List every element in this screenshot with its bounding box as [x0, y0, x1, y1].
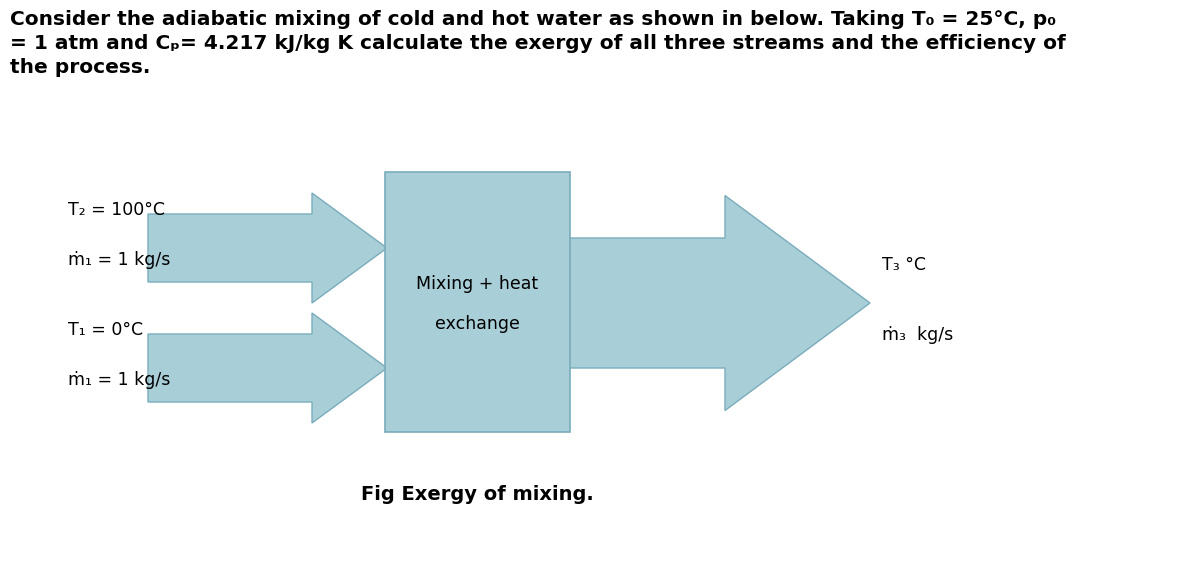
Text: = 1 atm and Cₚ= 4.217 kJ/kg K calculate the exergy of all three streams and the : = 1 atm and Cₚ= 4.217 kJ/kg K calculate …	[10, 34, 1066, 53]
Text: ṁ₃  kg/s: ṁ₃ kg/s	[882, 326, 953, 344]
Text: the process.: the process.	[10, 58, 150, 77]
Text: ṁ₁ = 1 kg/s: ṁ₁ = 1 kg/s	[68, 251, 170, 269]
Polygon shape	[568, 196, 870, 410]
Text: exchange: exchange	[436, 315, 520, 333]
Polygon shape	[148, 313, 386, 423]
Text: T₁ = 0°C: T₁ = 0°C	[68, 321, 143, 339]
Text: T₃ °C: T₃ °C	[882, 256, 926, 274]
Bar	[385, 172, 570, 432]
Text: Consider the adiabatic mixing of cold and hot water as shown in below. Taking T₀: Consider the adiabatic mixing of cold an…	[10, 10, 1056, 29]
Text: Fig Exergy of mixing.: Fig Exergy of mixing.	[361, 486, 594, 504]
Text: ṁ₁ = 1 kg/s: ṁ₁ = 1 kg/s	[68, 371, 170, 389]
Text: T₂ = 100°C: T₂ = 100°C	[68, 201, 166, 219]
Text: Mixing + heat: Mixing + heat	[416, 275, 539, 293]
Polygon shape	[148, 193, 386, 303]
